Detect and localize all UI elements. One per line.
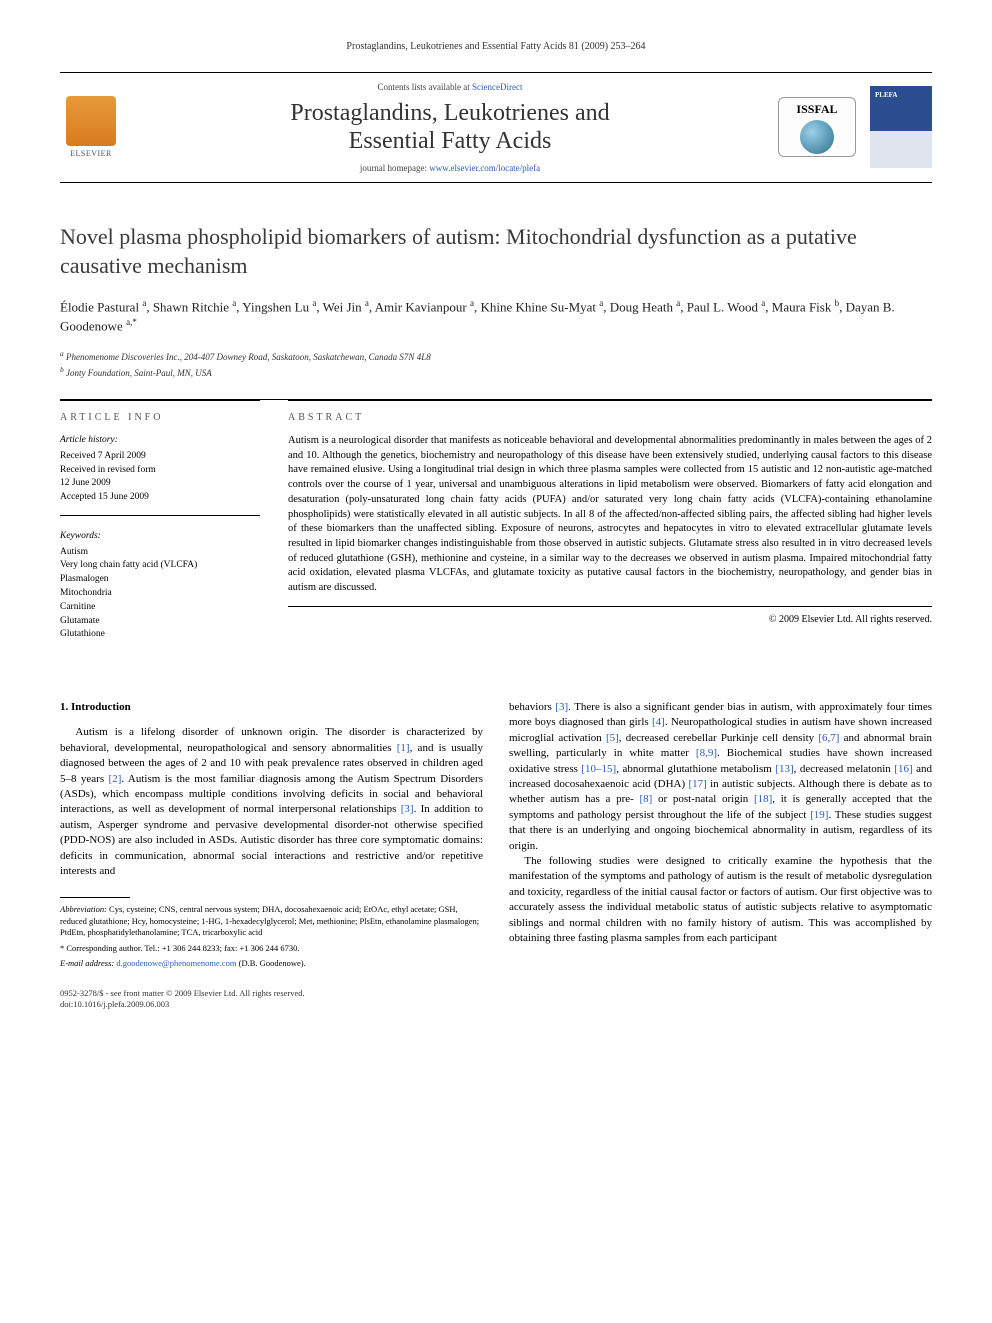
revised-line2: 12 June 2009 <box>60 477 260 491</box>
keywords-block: Keywords: AutismVery long chain fatty ac… <box>60 530 260 652</box>
journal-name-line2: Essential Fatty Acids <box>349 128 552 154</box>
doi-line: doi:10.1016/j.plefa.2009.06.003 <box>60 999 932 1010</box>
article-info-sidebar: article info Article history: Received 7… <box>60 400 260 666</box>
keyword-item: Glutathione <box>60 628 260 642</box>
keyword-item: Autism <box>60 546 260 560</box>
contents-line: Contents lists available at ScienceDirec… <box>136 81 764 93</box>
article-title: Novel plasma phospholipid biomarkers of … <box>60 223 932 280</box>
article-history-block: Article history: Received 7 April 2009 R… <box>60 434 260 516</box>
footnotes: Abbreviation: Cys, cysteine; CNS, centra… <box>60 904 483 969</box>
affiliations: a Phenomenome Discoveries Inc., 204-407 … <box>60 348 932 381</box>
corresponding-author-footnote: * Corresponding author. Tel.: +1 306 244… <box>60 943 483 954</box>
section-heading-intro: 1. Introduction <box>60 700 483 715</box>
info-abstract-row: article info Article history: Received 7… <box>60 399 932 666</box>
cover-badge-label: PLEFA <box>875 91 897 100</box>
received-date: Received 7 April 2009 <box>60 450 260 464</box>
citation-link[interactable]: [18] <box>754 793 772 805</box>
citation-link[interactable]: [8] <box>640 793 653 805</box>
running-header: Prostaglandins, Leukotrienes and Essenti… <box>60 40 932 54</box>
article-info-heading: article info <box>60 411 260 425</box>
elsevier-label: ELSEVIER <box>70 149 112 160</box>
masthead-center: Contents lists available at ScienceDirec… <box>136 81 764 175</box>
keyword-item: Very long chain fatty acid (VLCFA) <box>60 559 260 573</box>
citation-link[interactable]: [6,7] <box>818 732 839 744</box>
intro-para-1: Autism is a lifelong disorder of unknown… <box>60 725 483 879</box>
citation-link[interactable]: [5] <box>606 732 619 744</box>
citation-link[interactable]: [8,9] <box>696 747 717 759</box>
affiliation-a: a Phenomenome Discoveries Inc., 204-407 … <box>60 348 932 365</box>
abstract-text: Autism is a neurological disorder that m… <box>288 434 932 607</box>
intro-para-2: behaviors [3]. There is also a significa… <box>509 700 932 854</box>
abstract-copyright: © 2009 Elsevier Ltd. All rights reserved… <box>288 613 932 627</box>
history-label: Article history: <box>60 434 260 448</box>
citation-link[interactable]: [4] <box>652 716 665 728</box>
intro-para-3: The following studies were designed to c… <box>509 854 932 946</box>
revised-line1: Received in revised form <box>60 464 260 478</box>
elsevier-logo: ELSEVIER <box>60 92 122 162</box>
contents-prefix: Contents lists available at <box>378 82 472 92</box>
keyword-item: Carnitine <box>60 601 260 615</box>
email-footnote: E-mail address: d.goodenowe@phenomenome.… <box>60 958 483 969</box>
accepted-date: Accepted 15 June 2009 <box>60 491 260 505</box>
author-list: Élodie Pastural a, Shawn Ritchie a, Ying… <box>60 297 932 336</box>
journal-name-line1: Prostaglandins, Leukotrienes and <box>290 100 609 126</box>
homepage-prefix: journal homepage: <box>360 163 429 173</box>
journal-cover-thumbnail: PLEFA <box>870 86 932 168</box>
citation-link[interactable]: [1] <box>397 742 410 754</box>
citation-link[interactable]: [19] <box>810 809 828 821</box>
keyword-item: Plasmalogen <box>60 573 260 587</box>
journal-masthead: ELSEVIER Contents lists available at Sci… <box>60 72 932 184</box>
front-matter-line1: 0952-3278/$ - see front matter © 2009 El… <box>60 988 932 999</box>
sciencedirect-link[interactable]: ScienceDirect <box>472 82 522 92</box>
keywords-label: Keywords: <box>60 530 260 544</box>
abstract-heading: abstract <box>288 411 932 425</box>
article-body: 1. Introduction Autism is a lifelong dis… <box>60 700 932 970</box>
affiliation-b: b Jonty Foundation, Saint-Paul, MN, USA <box>60 364 932 381</box>
journal-homepage: journal homepage: www.elsevier.com/locat… <box>136 162 764 174</box>
issfal-badge: ISSFAL <box>778 97 856 157</box>
citation-link[interactable]: [3] <box>555 701 568 713</box>
elsevier-tree-icon <box>66 96 116 146</box>
keywords-list: AutismVery long chain fatty acid (VLCFA)… <box>60 546 260 642</box>
email-link[interactable]: d.goodenowe@phenomenome.com <box>114 958 238 968</box>
citation-link[interactable]: [16] <box>894 763 912 775</box>
keyword-item: Glutamate <box>60 615 260 629</box>
citation-link[interactable]: [17] <box>688 778 706 790</box>
keyword-item: Mitochondria <box>60 587 260 601</box>
footnote-rule <box>60 897 130 898</box>
front-matter: 0952-3278/$ - see front matter © 2009 El… <box>60 988 932 1011</box>
citation-link[interactable]: [2] <box>109 773 122 785</box>
citation-link[interactable]: [10–15] <box>581 763 616 775</box>
abbreviation-footnote: Abbreviation: Cys, cysteine; CNS, centra… <box>60 904 483 938</box>
issfal-label: ISSFAL <box>796 101 837 117</box>
globe-icon <box>800 120 834 154</box>
citation-link[interactable]: [3] <box>401 803 414 815</box>
citation-link[interactable]: [13] <box>775 763 793 775</box>
abstract-column: abstract Autism is a neurological disord… <box>288 400 932 666</box>
journal-name: Prostaglandins, Leukotrienes and Essenti… <box>136 99 764 157</box>
homepage-link[interactable]: www.elsevier.com/locate/plefa <box>429 163 540 173</box>
